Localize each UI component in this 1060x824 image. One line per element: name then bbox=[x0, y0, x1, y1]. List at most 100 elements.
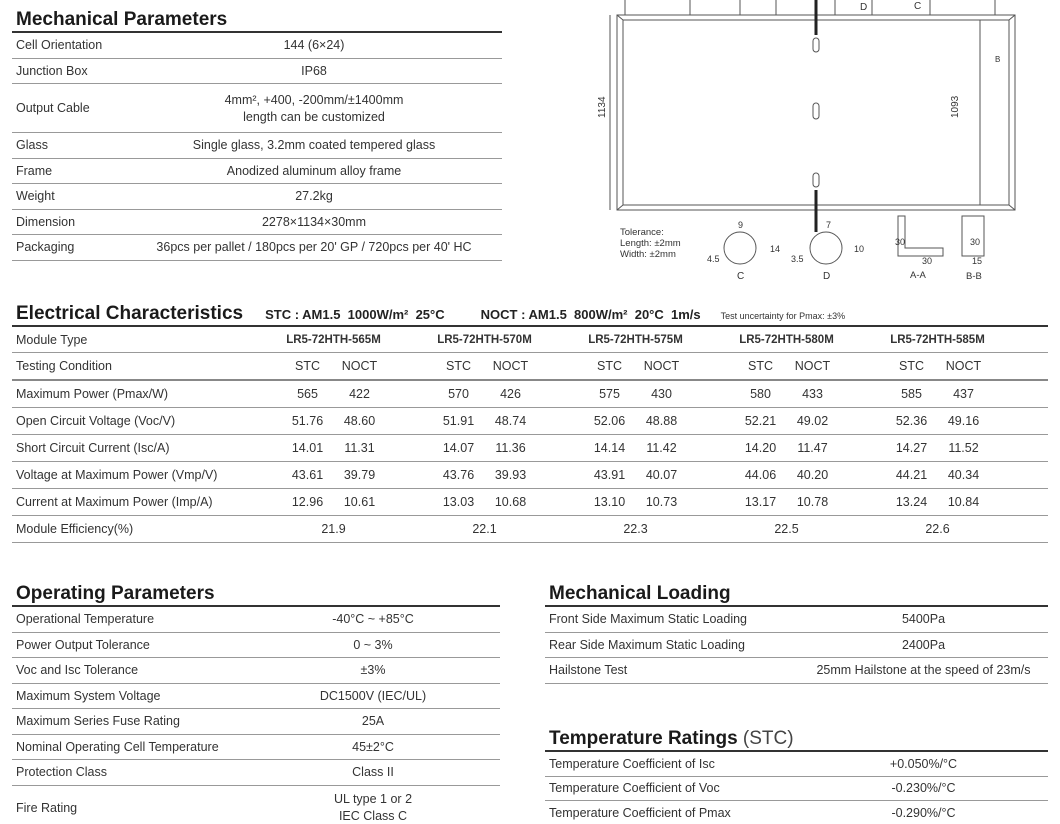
mechanical-loading: Mechanical Loading Front Side Maximum St… bbox=[545, 583, 1048, 684]
noct-value: 11.42 bbox=[646, 441, 677, 455]
row-value-line: 45±2°C bbox=[352, 739, 394, 754]
row-value-line: +0.050%/°C bbox=[889, 756, 958, 771]
row-value: 144 (6×24) bbox=[126, 38, 502, 52]
row-value: Single glass, 3.2mm coated tempered glas… bbox=[126, 138, 502, 152]
noct-label: NOCT bbox=[492, 359, 529, 373]
efficiency-value: 21.9 bbox=[321, 522, 346, 536]
stc-value: 13.10 bbox=[593, 495, 626, 509]
noct-value: 433 bbox=[802, 387, 823, 401]
row-value-line: Class II bbox=[352, 765, 394, 780]
stc-value: 14.20 bbox=[744, 441, 777, 455]
row-value-line: 2400Pa bbox=[901, 637, 946, 652]
value-pair: 13.10 10.73 bbox=[560, 495, 711, 509]
row-value: 5400Pa bbox=[799, 612, 1048, 626]
testing-cell: STC NOCT bbox=[258, 359, 409, 373]
table-row: Maximum Series Fuse Rating 25A bbox=[12, 709, 500, 735]
testing-cell: STC NOCT bbox=[409, 359, 560, 373]
row-label: Weight bbox=[16, 189, 55, 204]
row-value: 25A bbox=[246, 714, 500, 728]
efficiency-value: 22.6 bbox=[925, 522, 950, 536]
row-label: Short Circuit Current (Isc/A) bbox=[16, 441, 170, 455]
row-label: Glass bbox=[16, 138, 48, 153]
stc-value: 14.07 bbox=[442, 441, 475, 455]
stc-value: 43.76 bbox=[442, 468, 475, 482]
efficiency-value: 22.3 bbox=[623, 522, 648, 536]
noct-value: 39.79 bbox=[343, 468, 376, 482]
stc-label: STC bbox=[899, 359, 924, 373]
stc-value: 14.01 bbox=[291, 441, 324, 455]
noct-value: 11.36 bbox=[495, 441, 526, 455]
electrical-title-text: Electrical Characteristics bbox=[16, 303, 244, 324]
noct-label: NOCT bbox=[341, 359, 378, 373]
module-type-label: Module Type bbox=[16, 332, 88, 347]
stc-label: STC bbox=[748, 359, 773, 373]
temperature-title-suffix: (STC) bbox=[737, 728, 794, 749]
module-type-4: LR5-72HTH-585M bbox=[890, 333, 985, 346]
stc-value: 575 bbox=[599, 387, 620, 401]
noct-value: 40.34 bbox=[947, 468, 980, 482]
stc-value: 570 bbox=[448, 387, 469, 401]
row-value-line: 4mm², +400, -200mm/±1400mm bbox=[224, 92, 404, 107]
row-value: Anodized aluminum alloy frame bbox=[126, 164, 502, 178]
row-label: Voltage at Maximum Power (Vmp/V) bbox=[16, 468, 218, 482]
electrical-title: Electrical Characteristics STC : AM1.5 10… bbox=[12, 303, 1048, 327]
stc-value: 13.17 bbox=[744, 495, 777, 509]
noct-value: 11.31 bbox=[344, 441, 375, 455]
row-value-line2: length can be customized bbox=[243, 109, 385, 124]
stc-value: 565 bbox=[297, 387, 318, 401]
stc-value: 44.06 bbox=[744, 468, 777, 482]
testing-cell: STC NOCT bbox=[862, 359, 1013, 373]
value-pair: 52.06 48.88 bbox=[560, 414, 711, 428]
table-row: Rear Side Maximum Static Loading 2400Pa bbox=[545, 633, 1048, 658]
table-row: Frame Anodized aluminum alloy frame bbox=[12, 159, 502, 184]
table-row: Short Circuit Current (Isc/A) 14.01 11.31 1… bbox=[12, 435, 1048, 462]
noct-value: 11.52 bbox=[948, 441, 979, 455]
row-value-line: Single glass, 3.2mm coated tempered glas… bbox=[192, 138, 436, 153]
loading-title: Mechanical Loading bbox=[545, 583, 1048, 607]
table-row: Protection Class Class II bbox=[12, 760, 500, 786]
value-pair: 51.76 48.60 bbox=[258, 414, 409, 428]
row-value: 27.2kg bbox=[126, 189, 502, 203]
stc-value: 14.27 bbox=[895, 441, 928, 455]
noct-value: 430 bbox=[651, 387, 672, 401]
aa-dim-w: 30 bbox=[922, 256, 932, 266]
table-row: Current at Maximum Power (Imp/A) 12.96 10.… bbox=[12, 489, 1048, 516]
section-bb-label: B-B bbox=[966, 271, 982, 282]
row-label: Packaging bbox=[16, 240, 75, 255]
value-pair: 14.20 11.47 bbox=[711, 441, 862, 455]
table-row: Power Output Tolerance 0 ~ 3% bbox=[12, 633, 500, 658]
tolerance-length: Length: ±2mm bbox=[620, 238, 681, 249]
row-value-line: 27.2kg bbox=[295, 189, 333, 204]
stc-value: 585 bbox=[901, 387, 922, 401]
table-row: Nominal Operating Cell Temperature 45±2°C bbox=[12, 735, 500, 760]
row-value: UL type 1 or 2 IEC Class C bbox=[246, 792, 500, 823]
table-row: Voltage at Maximum Power (Vmp/V) 43.61 39.… bbox=[12, 462, 1048, 489]
noct-value: 11.47 bbox=[797, 441, 828, 455]
value-pair: 52.36 49.16 bbox=[862, 414, 1013, 428]
value-pair: 43.76 39.93 bbox=[409, 468, 560, 482]
row-value: IP68 bbox=[126, 64, 502, 78]
bb-dim-w: 15 bbox=[972, 256, 982, 266]
noct-value: 437 bbox=[953, 387, 974, 401]
row-value-line: DC1500V (IEC/UL) bbox=[319, 688, 427, 703]
value-pair: 12.96 10.61 bbox=[258, 495, 409, 509]
row-value-line: 0 ~ 3% bbox=[353, 637, 393, 652]
detail-d-label: D bbox=[823, 271, 830, 282]
value-pair: 14.14 11.42 bbox=[560, 441, 711, 455]
dim-inner: 1093 bbox=[950, 95, 961, 118]
section-b-mark: B bbox=[995, 55, 1000, 64]
noct-value: 10.68 bbox=[494, 495, 527, 509]
stc-value: 51.76 bbox=[291, 414, 324, 428]
row-value: +0.050%/°C bbox=[799, 757, 1048, 771]
row-label: Temperature Coefficient of Pmax bbox=[549, 805, 731, 820]
stc-label: STC bbox=[446, 359, 471, 373]
noct-value: 10.61 bbox=[343, 495, 376, 509]
row-label: Output Cable bbox=[16, 101, 90, 115]
row-label: Voc and Isc Tolerance bbox=[16, 663, 139, 678]
row-value: 25mm Hailstone at the speed of 23m/s bbox=[799, 663, 1048, 677]
temperature-title: Temperature Ratings (STC) bbox=[545, 728, 1048, 752]
efficiency-value: 22.1 bbox=[472, 522, 497, 536]
noct-value: 48.88 bbox=[645, 414, 678, 428]
table-row: Fire Rating UL type 1 or 2 IEC Class C bbox=[12, 786, 500, 824]
module-type-2: LR5-72HTH-575M bbox=[588, 333, 683, 346]
